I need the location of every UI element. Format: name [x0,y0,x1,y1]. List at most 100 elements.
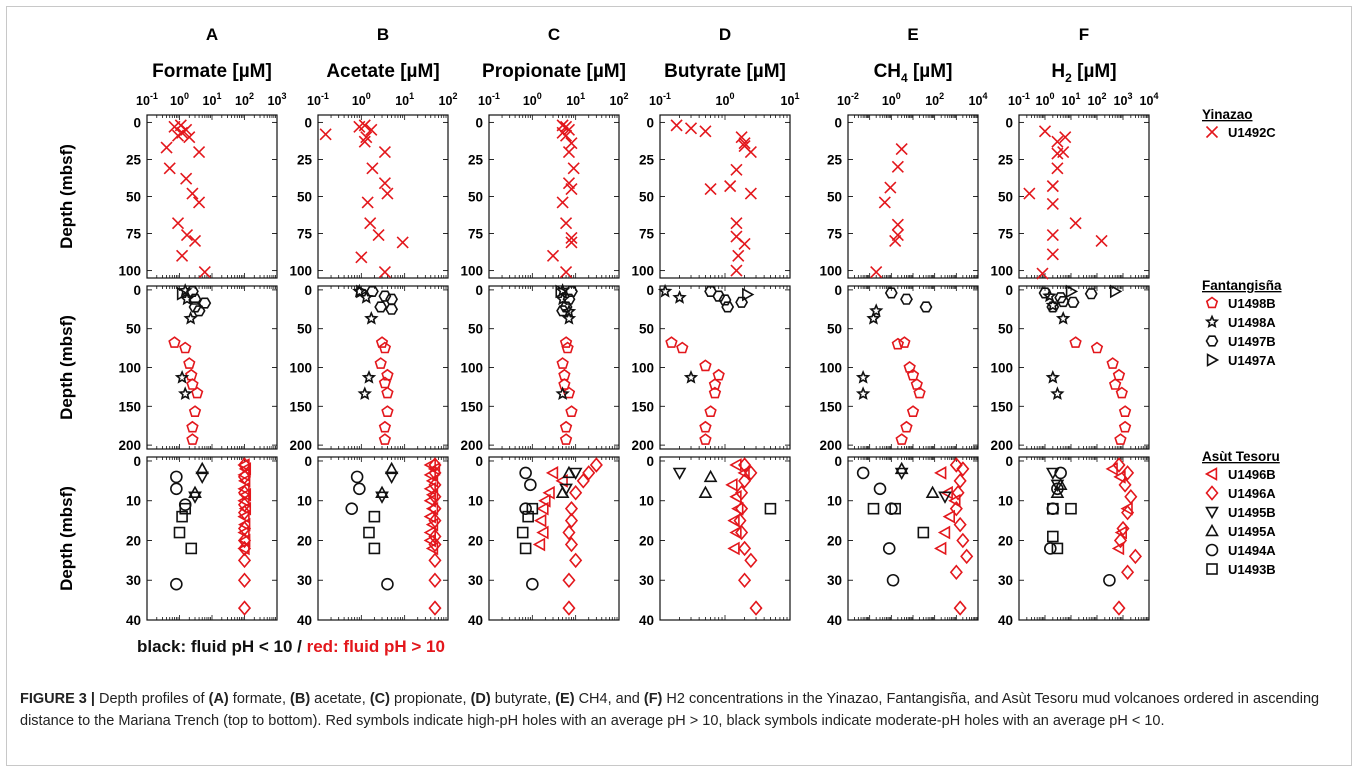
y-tick-label: 10 [468,494,483,509]
y-tick-label: 75 [297,227,313,242]
point-U1492C [366,162,379,175]
y-tick-label: 200 [289,438,312,453]
point-U1497A [1065,284,1079,299]
point-U1497B [385,303,399,315]
point-U1496A [1112,457,1126,473]
column-letter-F: F [1079,25,1089,44]
caption-text-5: butyrate, [490,691,556,707]
panel-F-row-0: 0 25 50 75 100 [990,114,1150,280]
point-U1498A [357,386,372,400]
legend-site-0: Yinazao [1202,107,1253,122]
y-tick-label: 100 [118,361,141,376]
panel-A-row-1: 0 50 100 150 200 [118,283,278,453]
point-U1495A [1053,477,1068,491]
point-U1497B [192,305,206,317]
point-U1498A [855,386,871,400]
point-U1494A [524,478,537,492]
point-U1498B [559,420,573,433]
point-U1497B [1054,292,1068,304]
column-title-A: Formate [µM] [152,61,272,82]
y-tick-label: 50 [297,322,312,337]
point-U1492C [360,131,373,144]
y-tick-label: 200 [631,438,654,453]
x-tick-label-C-0: 10-1 [478,91,500,108]
legend-marker-U1497B [1205,335,1219,347]
point-U1497B [712,290,726,302]
y-tick-label: 200 [990,438,1013,453]
point-U1492C [364,217,377,230]
y-tick-label: 0 [133,115,141,130]
x-tick-label-F-2: 101 [1062,91,1081,108]
point-U1492C [895,143,908,156]
legend-label-U1495A: U1495A [1228,524,1276,539]
panel-frame [1018,456,1150,621]
point-U1493B [867,502,880,515]
point-U1492C [556,196,569,209]
point-U1498B [374,357,387,369]
column-title-E: CH4 [µM] [874,61,953,85]
y-tick-label: 0 [133,454,141,469]
y-tick-label: 30 [126,573,141,588]
point-U1496A [956,461,970,477]
point-U1496B [937,525,951,540]
y-tick-label: 50 [827,322,842,337]
caption-label: FIGURE 3 | [20,691,95,707]
y-tick-label: 150 [118,399,141,414]
legend-marker-U1497A [1206,353,1220,367]
point-U1493B [1047,502,1059,515]
legend-marker-U1496B [1204,467,1218,481]
point-U1496B [934,541,947,556]
point-U1497B [556,305,570,317]
point-U1497B [919,301,933,313]
x-tick-label-A-0: 10-1 [136,91,158,108]
point-U1494A [1103,573,1116,587]
point-U1492C [198,266,211,279]
y-tick-label: 0 [1005,454,1013,469]
y-tick-label: 0 [646,454,654,469]
legend-label-U1497B: U1497B [1228,334,1276,349]
legend-label-U1496A: U1496A [1228,486,1276,501]
point-U1492C [381,187,394,200]
y-tick-label: 50 [126,322,141,337]
point-U1496B [555,473,568,488]
point-U1492C [738,137,751,150]
point-U1495A [1050,485,1065,498]
y-tick-label: 0 [304,283,312,298]
point-U1498A [1045,370,1061,384]
y-tick-label: 75 [827,227,843,242]
y-tick-label: 200 [460,438,483,453]
y-axis-label-row-1: Depth (mbsf) [57,315,76,420]
point-U1496A [953,600,967,616]
point-U1492C [1059,131,1072,144]
y-tick-label: 40 [468,613,483,628]
legend-marker-U1498A [1204,314,1220,329]
point-U1493B [519,542,532,555]
x-tick-label-A-2: 101 [203,91,222,108]
point-U1492C [319,128,332,141]
point-U1494A [856,466,870,480]
point-U1494A [885,502,898,515]
point-U1493B [368,542,381,555]
point-U1495A [195,461,210,475]
caption-c: (C) [369,691,390,707]
legend-label-U1498B: U1498B [1228,296,1276,311]
y-tick-label: 10 [827,494,842,509]
legend-label-U1496B: U1496B [1228,467,1276,482]
legend-site-2: Asùt Tesoru [1202,449,1280,464]
point-U1498B [556,357,569,369]
y-tick-label: 100 [990,264,1013,279]
point-U1496A [582,465,596,481]
panel-A-row-2: 0 10 20 30 40 [126,454,278,628]
point-U1493B [185,542,198,555]
x-tick-label-A-3: 102 [235,91,254,108]
point-U1492C [180,228,194,242]
y-tick-label: 100 [289,264,312,279]
point-U1492C [183,131,196,144]
point-U1498B [1108,378,1122,390]
panel-D-row-2: 0 10 20 30 40 [639,454,791,628]
point-U1494A [519,466,532,480]
x-tick-label-C-2: 101 [566,91,585,108]
point-U1494A [170,577,183,591]
point-U1496A [735,485,749,501]
point-U1492C [884,181,897,194]
